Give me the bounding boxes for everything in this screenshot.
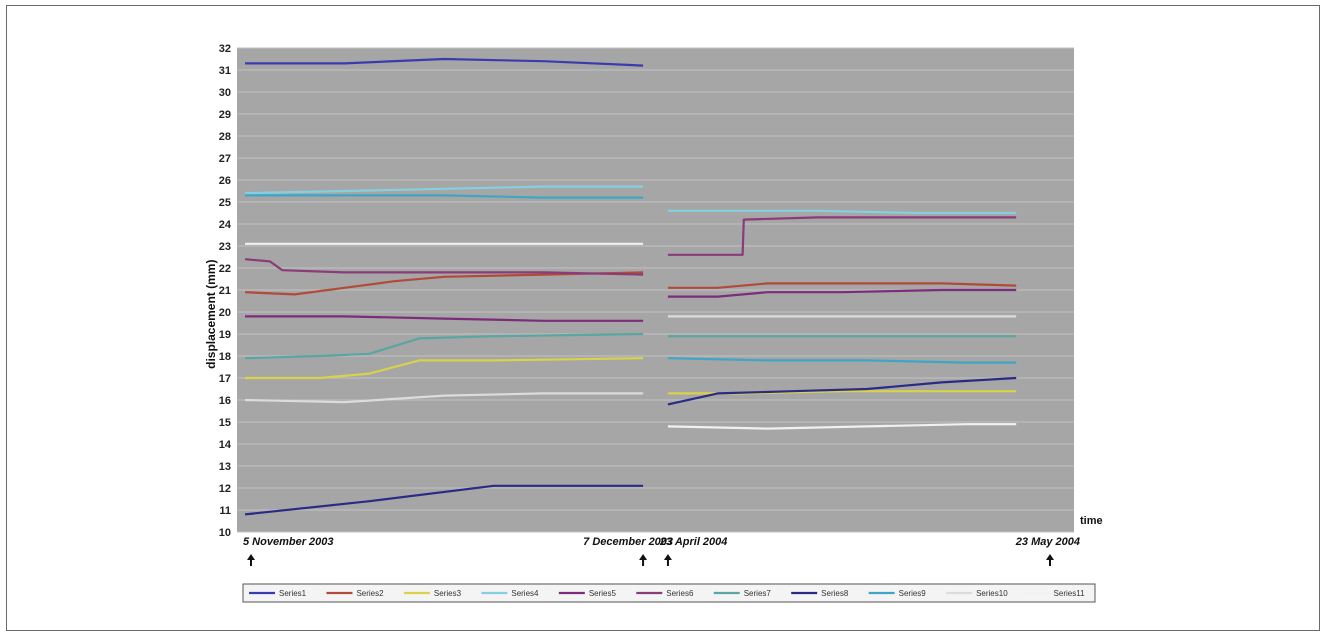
legend-label: Series11 <box>1054 589 1086 598</box>
y-axis-label: displacement (mm) <box>204 260 218 369</box>
legend-label: Series6 <box>666 589 694 598</box>
date-marker-label: 7 December 2003 <box>583 536 673 548</box>
y-tick-label: 19 <box>219 329 231 341</box>
series-lines <box>244 57 1017 516</box>
y-axis-ticks: 10 11 12 13 14 15 16 17 18 19 20 21 22 23 24 25 26 27 28 29… <box>219 43 232 539</box>
series-line <box>667 357 1017 364</box>
series-2 <box>244 271 1017 296</box>
y-tick-label: 21 <box>219 285 231 297</box>
y-tick-label: 22 <box>219 263 231 275</box>
y-tick-label: 12 <box>219 483 231 495</box>
series-line <box>667 376 1017 406</box>
up-arrow-icon <box>663 554 672 566</box>
legend-label: Series7 <box>744 589 772 598</box>
legend-label: Series4 <box>511 589 539 598</box>
series-line <box>244 392 644 404</box>
grid-lines <box>237 47 1074 533</box>
legend-box <box>242 583 1096 603</box>
series-line <box>667 282 1017 289</box>
series-5 <box>245 288 1017 322</box>
legend-label: Series1 <box>279 589 307 598</box>
series-line <box>667 288 1017 298</box>
series-line <box>667 216 1017 256</box>
figure-frame: 10 11 12 13 14 15 16 17 18 19 20 21 22 23 24 25 26 27 28 29… <box>6 5 1320 631</box>
series-line <box>244 332 644 360</box>
series-line <box>667 209 1017 215</box>
up-arrow-icon <box>247 554 255 566</box>
series-6 <box>244 216 1017 276</box>
y-tick-label: 30 <box>219 87 231 99</box>
chart: 10 11 12 13 14 15 16 17 18 19 20 21 22 23 24 25 26 27 28 29… <box>204 43 1103 603</box>
y-tick-label: 17 <box>219 373 231 385</box>
legend-label: Series10 <box>976 589 1008 598</box>
series-4 <box>244 185 1017 215</box>
series-line <box>667 423 1017 430</box>
legend-label: Series9 <box>899 589 927 598</box>
series-line <box>244 484 644 516</box>
y-tick-label: 16 <box>219 395 231 407</box>
y-tick-label: 11 <box>219 505 231 517</box>
y-tick-label: 20 <box>219 307 231 319</box>
date-marker-label: 23 April 2004 <box>659 536 727 548</box>
series-10 <box>244 315 1017 404</box>
y-tick-label: 13 <box>219 461 231 473</box>
series-11 <box>245 242 1017 430</box>
series-8 <box>244 376 1017 516</box>
y-tick-label: 14 <box>219 439 232 451</box>
up-arrow-icon <box>1046 554 1054 566</box>
series-9 <box>245 194 1017 364</box>
y-tick-label: 29 <box>219 109 231 121</box>
y-tick-label: 18 <box>219 351 231 363</box>
y-tick-label: 10 <box>219 527 231 539</box>
y-tick-label: 28 <box>219 131 231 143</box>
y-tick-label: 31 <box>219 65 231 77</box>
x-axis-label: time <box>1080 515 1103 527</box>
y-tick-label: 23 <box>219 241 231 253</box>
series-7 <box>244 332 1017 360</box>
legend-label: Series5 <box>589 589 617 598</box>
legend-label: Series3 <box>434 589 462 598</box>
y-tick-label: 25 <box>219 197 231 209</box>
date-marker-label: 23 May 2004 <box>1015 536 1080 548</box>
series-1 <box>245 57 644 67</box>
series-line <box>245 357 644 380</box>
legend-label: Series2 <box>356 589 384 598</box>
y-tick-label: 24 <box>219 219 232 231</box>
y-tick-label: 27 <box>219 153 231 165</box>
date-marker-label: 5 November 2003 <box>243 536 334 548</box>
y-tick-label: 32 <box>219 43 231 55</box>
series-line <box>244 271 644 296</box>
y-tick-label: 15 <box>219 417 231 429</box>
series-line <box>244 185 644 195</box>
series-line <box>245 57 644 67</box>
legend: Series1 Series2 Series3 Series4 Series5 Serie… <box>242 583 1096 603</box>
legend-label: Series8 <box>821 589 849 598</box>
up-arrow-icon <box>639 554 648 566</box>
series-line <box>245 194 644 199</box>
series-line <box>245 315 644 322</box>
series-line <box>244 258 644 276</box>
y-tick-label: 26 <box>219 175 231 187</box>
